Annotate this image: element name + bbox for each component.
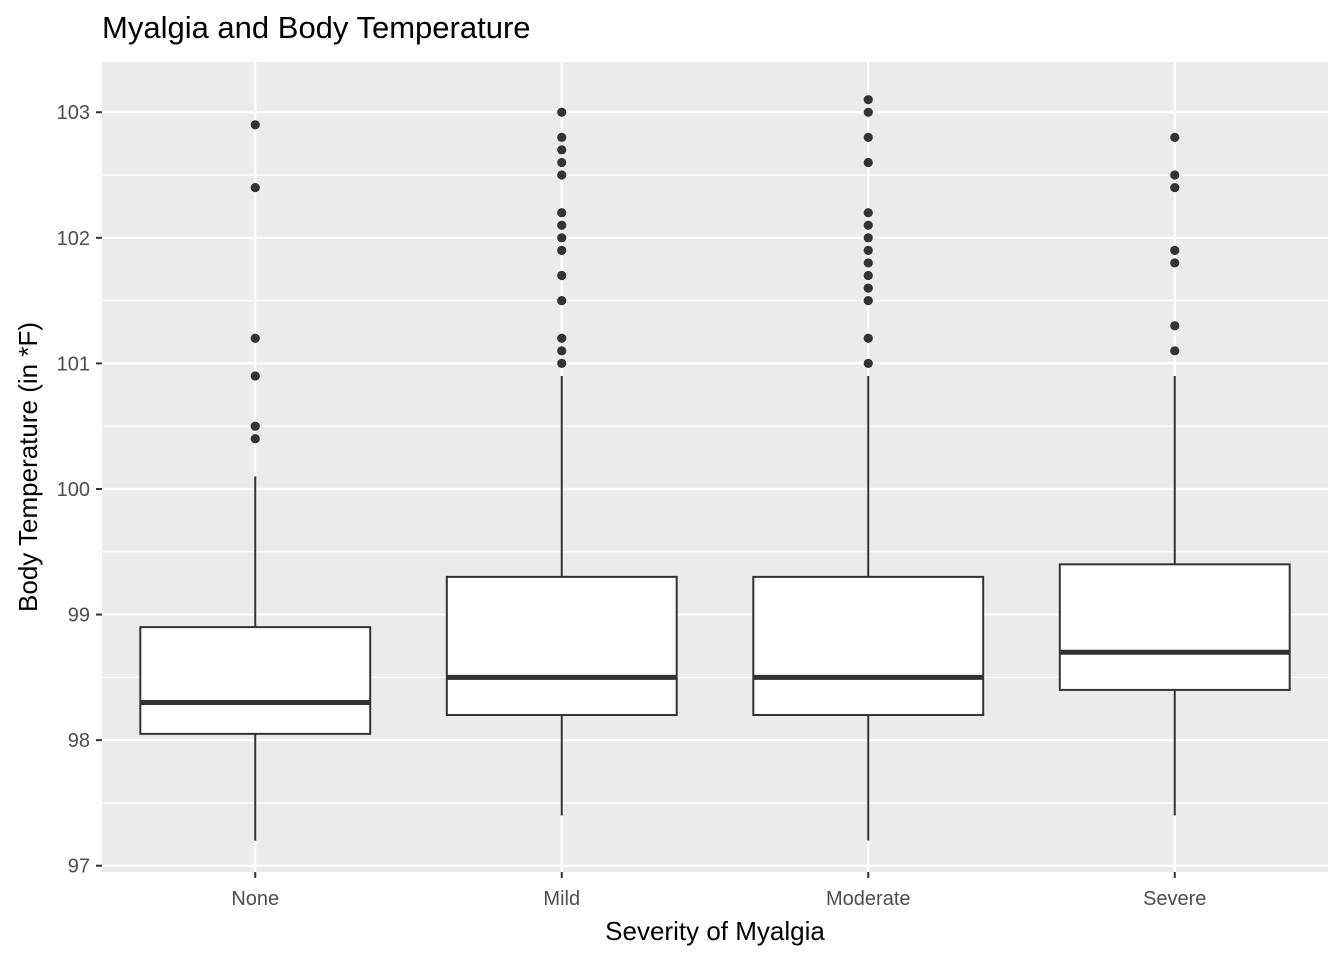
y-tick-label: 103 — [57, 102, 90, 124]
outlier-point — [557, 358, 567, 368]
outlier-point — [250, 182, 260, 193]
outlier-point — [863, 157, 873, 168]
y-axis-title: Body Temperature (in *F) — [13, 322, 43, 612]
outlier-point — [863, 270, 873, 281]
outlier-point — [1170, 245, 1180, 255]
outlier-point — [557, 132, 567, 142]
box-iqr — [139, 626, 372, 735]
outlier-point — [557, 233, 567, 243]
outlier-point — [863, 296, 873, 306]
outlier-point — [250, 434, 260, 444]
outlier-point — [1170, 321, 1180, 331]
outlier-point — [557, 333, 567, 343]
y-tick-label: 98 — [68, 730, 90, 752]
outlier-point — [863, 208, 873, 218]
box-mild — [445, 107, 678, 816]
outlier-point — [557, 245, 567, 255]
box-iqr — [752, 575, 985, 717]
outlier-point — [1170, 170, 1180, 180]
outlier-point — [863, 233, 873, 243]
outlier-point — [1170, 132, 1180, 142]
outlier-point — [557, 270, 567, 281]
outlier-point — [863, 258, 873, 268]
box-iqr — [445, 575, 678, 717]
x-axis: None Mild Moderate Severe — [231, 872, 1206, 910]
outlier-point — [250, 120, 260, 130]
y-tick-label: 101 — [57, 353, 90, 375]
outlier-point — [557, 157, 567, 168]
box-iqr — [1058, 563, 1291, 691]
outlier-point — [1170, 182, 1180, 193]
outlier-point — [863, 107, 873, 117]
outlier-point — [250, 371, 260, 381]
outlier-point — [863, 95, 873, 105]
outlier-point — [1170, 258, 1180, 268]
x-tick-label: None — [231, 888, 279, 910]
outlier-point — [863, 132, 873, 142]
y-tick-label: 97 — [68, 856, 90, 878]
x-axis-title: Severity of Myalgia — [605, 916, 825, 946]
outlier-point — [1170, 346, 1180, 356]
outlier-point — [863, 283, 873, 293]
outlier-point — [250, 333, 260, 343]
y-tick-label: 102 — [57, 228, 90, 250]
outlier-point — [250, 421, 260, 431]
x-tick-label: Mild — [543, 888, 580, 910]
outlier-point — [557, 296, 567, 306]
y-axis: 97 98 99 100 101 102 103 — [57, 102, 102, 878]
outlier-point — [863, 245, 873, 255]
plot-panel — [102, 62, 1328, 872]
outlier-point — [557, 346, 567, 356]
box-none — [139, 120, 372, 841]
x-tick-label: Severe — [1143, 888, 1206, 910]
chart-title: Myalgia and Body Temperature — [102, 10, 531, 45]
box-severe — [1058, 132, 1291, 816]
outlier-point — [557, 145, 567, 155]
box-series — [139, 95, 1291, 841]
box-moderate — [752, 95, 985, 841]
outlier-point — [557, 220, 567, 230]
outlier-point — [557, 208, 567, 218]
outlier-point — [863, 333, 873, 343]
outlier-point — [863, 358, 873, 368]
outlier-point — [863, 220, 873, 230]
y-tick-label: 100 — [57, 479, 90, 501]
outlier-point — [557, 107, 567, 117]
outlier-point — [557, 170, 567, 180]
x-tick-label: Moderate — [826, 888, 911, 910]
y-tick-label: 99 — [68, 605, 90, 627]
